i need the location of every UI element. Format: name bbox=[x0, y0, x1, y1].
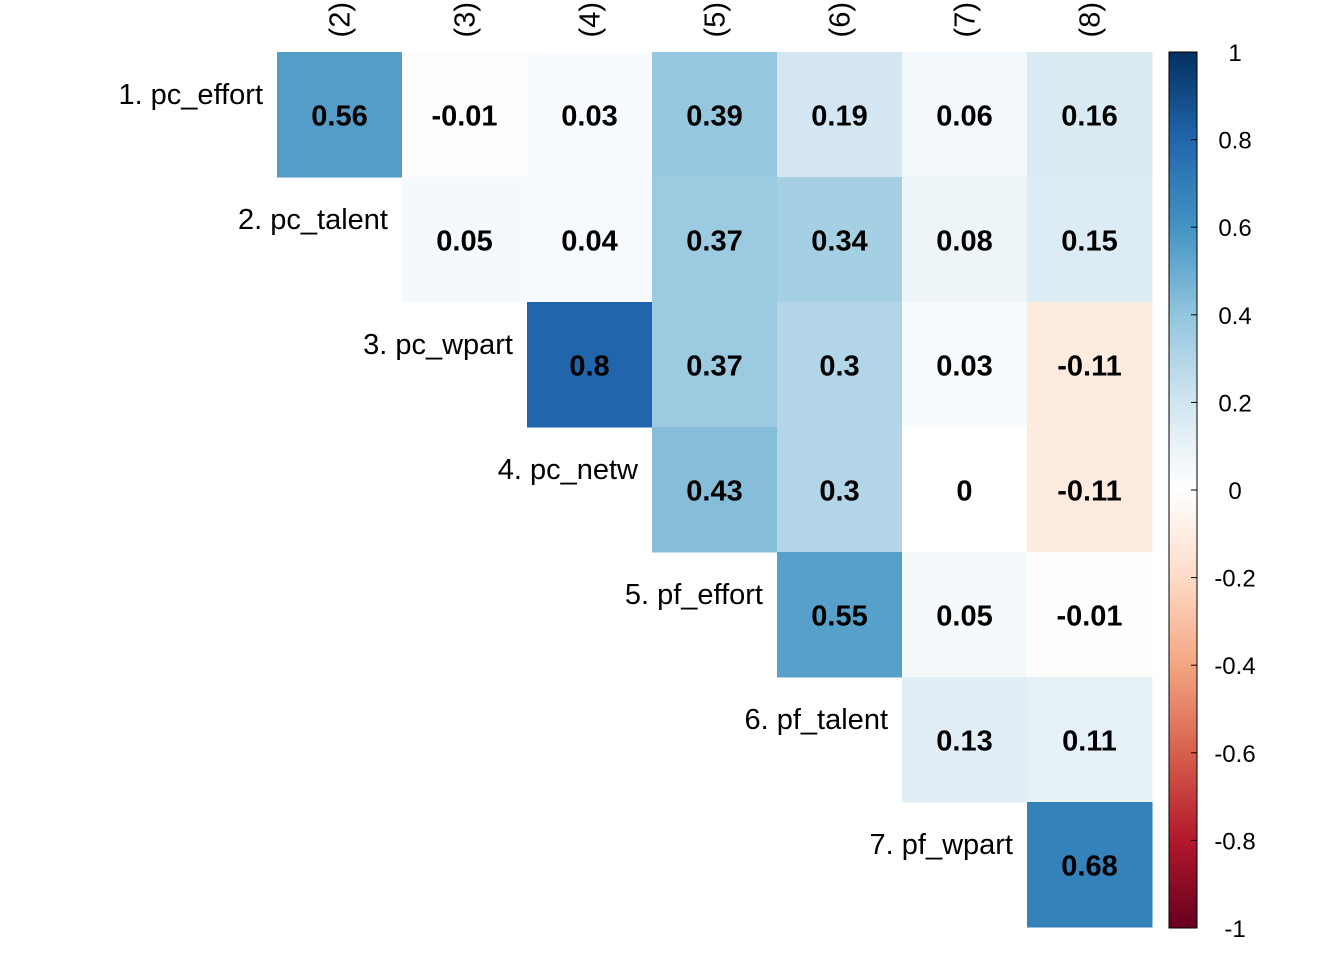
colorbar-tick-label: -0.8 bbox=[1214, 828, 1255, 855]
heatmap-cell bbox=[652, 302, 778, 428]
colorbar-tick-label: 0.2 bbox=[1218, 390, 1251, 417]
cell-value-label: 0.15 bbox=[1061, 226, 1117, 258]
heatmap-cell bbox=[402, 177, 528, 303]
colorbar-tick-label: -0.6 bbox=[1214, 741, 1255, 768]
cell-value-label: 0.04 bbox=[561, 226, 617, 258]
cell-value-label: -0.11 bbox=[1057, 351, 1122, 383]
cell-value-label: -0.01 bbox=[431, 101, 497, 133]
cell-value-label: 0 bbox=[956, 476, 972, 508]
row-label: 3. pc_wpart bbox=[363, 329, 513, 361]
column-label: (8) bbox=[1075, 2, 1107, 37]
cell-value-label: 0.39 bbox=[686, 101, 742, 133]
cell-value-label: -0.11 bbox=[1057, 476, 1122, 508]
cell-value-label: -0.01 bbox=[1056, 601, 1122, 633]
row-label: 6. pf_talent bbox=[745, 704, 889, 736]
heatmap-cell bbox=[777, 427, 903, 553]
heatmap-cell bbox=[1027, 302, 1153, 428]
heatmap-cell bbox=[1027, 677, 1153, 803]
heatmap-cell bbox=[402, 52, 528, 178]
column-label: (5) bbox=[700, 2, 732, 37]
cell-value-label: 0.37 bbox=[686, 351, 742, 383]
heatmap-cell bbox=[777, 552, 903, 678]
heatmap-cell bbox=[527, 177, 653, 303]
cell-value-label: 0.13 bbox=[936, 726, 992, 758]
cell-value-label: 0.8 bbox=[569, 351, 609, 383]
row-label: 7. pf_wpart bbox=[870, 829, 1013, 861]
cell-value-label: 0.03 bbox=[936, 351, 992, 383]
heatmap-cell bbox=[652, 177, 778, 303]
heatmap-cell bbox=[902, 177, 1028, 303]
cell-value-label: 0.08 bbox=[936, 226, 992, 258]
cell-value-label: 0.16 bbox=[1061, 101, 1117, 133]
cell-value-label: 0.3 bbox=[819, 476, 859, 508]
column-label: (7) bbox=[950, 2, 982, 37]
cell-value-label: 0.68 bbox=[1061, 851, 1117, 883]
cell-value-label: 0.56 bbox=[311, 101, 367, 133]
heatmap-cell bbox=[902, 52, 1028, 178]
heatmap-cell bbox=[902, 302, 1028, 428]
heatmap-cell bbox=[777, 302, 903, 428]
column-label: (3) bbox=[450, 2, 482, 37]
heatmap-cell bbox=[902, 427, 1028, 553]
heatmap-cell bbox=[527, 302, 653, 428]
heatmap-cell bbox=[777, 52, 903, 178]
column-label: (6) bbox=[825, 2, 857, 37]
heatmap-cell bbox=[777, 177, 903, 303]
cell-value-label: 0.05 bbox=[436, 226, 492, 258]
row-label: 4. pc_netw bbox=[498, 454, 639, 486]
colorbar-tick-label: -1 bbox=[1224, 916, 1245, 943]
cell-value-label: 0.05 bbox=[936, 601, 992, 633]
cell-value-label: 0.37 bbox=[686, 226, 742, 258]
row-label: 2. pc_talent bbox=[238, 204, 388, 236]
row-label: 1. pc_effort bbox=[118, 79, 263, 111]
cell-value-label: 0.3 bbox=[819, 351, 859, 383]
heatmap-value-labels: 0.56 -0.01 0.03 0.39 0.19 0.06 0.16 0.05 0.04 0.3… bbox=[311, 101, 1122, 883]
cell-value-label: 0.19 bbox=[811, 101, 867, 133]
colorbar-tick-label: -0.4 bbox=[1214, 653, 1255, 680]
cell-value-label: 0.03 bbox=[561, 101, 617, 133]
column-label: (2) bbox=[325, 2, 357, 37]
colorbar-tick-label: 0.8 bbox=[1218, 128, 1251, 155]
heatmap-cells bbox=[277, 52, 1153, 928]
heatmap-cell bbox=[1027, 427, 1153, 553]
colorbar-tick-label: 0 bbox=[1228, 478, 1241, 505]
heatmap-cell bbox=[902, 552, 1028, 678]
heatmap-cell bbox=[527, 52, 653, 178]
colorbar-tick-label: 0.6 bbox=[1218, 215, 1251, 242]
colorbar-tick-label: 0.4 bbox=[1218, 303, 1251, 330]
cell-value-label: 0.55 bbox=[811, 601, 867, 633]
heatmap-cell bbox=[277, 52, 403, 178]
cell-value-label: 0.43 bbox=[686, 476, 742, 508]
heatmap-cell bbox=[652, 427, 778, 553]
heatmap-cell bbox=[652, 52, 778, 178]
row-label: 5. pf_effort bbox=[625, 579, 763, 611]
heatmap-cell bbox=[902, 677, 1028, 803]
column-labels: (2) (3) (4) (5) (6) (7) (8) bbox=[325, 2, 1107, 37]
colorbar: 1 0.8 0.6 0.4 0.2 0 -0.2 -0.4 -0.6 -0.8 -1 bbox=[1168, 40, 1256, 943]
column-label: (4) bbox=[575, 2, 607, 37]
heatmap-cell bbox=[1027, 802, 1153, 928]
cell-value-label: 0.34 bbox=[811, 226, 867, 258]
colorbar-tick-label: -0.2 bbox=[1214, 566, 1255, 593]
heatmap-cell bbox=[1027, 52, 1153, 178]
colorbar-tick-label: 1 bbox=[1228, 40, 1241, 67]
row-labels: 1. pc_effort 2. pc_talent 3. pc_wpart 4. pc… bbox=[118, 79, 1013, 861]
cell-value-label: 0.11 bbox=[1062, 726, 1117, 758]
cell-value-label: 0.06 bbox=[936, 101, 992, 133]
heatmap-cell bbox=[1027, 177, 1153, 303]
heatmap-cell bbox=[1027, 552, 1153, 678]
